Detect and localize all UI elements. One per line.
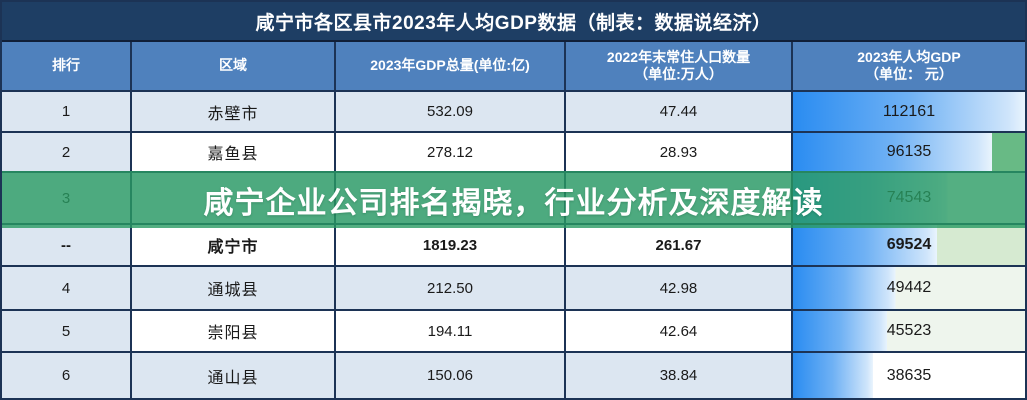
title-bar: 咸宁市各区县市2023年人均GDP数据（制表：数据说经济） [2,2,1025,42]
rank-cell: 2 [2,133,132,171]
per-capita-cell: 45523 [793,311,1025,351]
region-cell: 崇阳县 [132,311,336,351]
col-header-label: 2023年人均GDP [857,48,961,65]
table-row: 5 崇阳县 194.11 42.64 45523 [2,311,1025,353]
rank-cell: 5 [2,311,132,351]
gdp-cell: 278.12 [336,133,566,171]
gdp-cell: 150.06 [336,353,566,398]
table-header: 排行 区域 2023年GDP总量(单位:亿) 2022年末常住人口数量 （单位:… [2,42,1025,92]
region-cell: 咸宁市 [132,225,336,265]
region-cell: 通城县 [132,267,336,309]
gdp-cell: 212.50 [336,267,566,309]
gdp-cell: 532.09 [336,92,566,131]
col-header-label: 2023年GDP总量(单位:亿) [370,57,530,74]
population-cell: 261.67 [566,225,793,265]
col-header-population: 2022年末常住人口数量 （单位:万人） [566,42,793,90]
table-row: 1 赤壁市 532.09 47.44 112161 [2,92,1025,133]
col-header-rank: 排行 [2,42,132,90]
region-cell: 嘉鱼县 [132,133,336,171]
rank-cell: -- [2,225,132,265]
col-header-sublabel: （单位： 元） [865,66,953,82]
per-capita-cell: 112161 [793,92,1025,131]
region-cell: 通山县 [132,353,336,398]
gdp-cell: 194.11 [336,311,566,351]
table-row: 4 通城县 212.50 42.98 49442 [2,267,1025,311]
col-header-label: 区域 [219,57,247,74]
rank-cell: 4 [2,267,132,309]
per-capita-cell: 69524 [793,225,1025,265]
col-header-label: 排行 [52,57,80,74]
col-header-sublabel: （单位:万人） [634,66,723,82]
table-row: 6 通山县 150.06 38.84 38635 [2,353,1025,398]
per-capita-cell: 38635 [793,353,1025,398]
rank-cell: 1 [2,92,132,131]
promo-banner-overlay: 咸宁企业公司排名揭晓，行业分析及深度解读 [2,171,1025,228]
population-cell: 42.64 [566,311,793,351]
gdp-cell: 1819.23 [336,225,566,265]
table-row: -- 咸宁市 1819.23 261.67 69524 [2,225,1025,267]
per-capita-cell: 96135 [793,133,1025,171]
promo-banner-text: 咸宁企业公司排名揭晓，行业分析及深度解读 [203,186,824,220]
table-row: 2 嘉鱼县 278.12 28.93 96135 [2,133,1025,173]
per-capita-cell: 49442 [793,267,1025,309]
col-header-region: 区域 [132,42,336,90]
population-cell: 28.93 [566,133,793,171]
rank-cell: 6 [2,353,132,398]
population-cell: 42.98 [566,267,793,309]
col-header-gdp: 2023年GDP总量(单位:亿) [336,42,566,90]
table-body: 1 赤壁市 532.09 47.44 112161 2 嘉鱼县 278.12 28.93 9613… [2,92,1025,398]
col-header-per-capita: 2023年人均GDP （单位： 元） [793,42,1025,90]
region-cell: 赤壁市 [132,92,336,131]
population-cell: 38.84 [566,353,793,398]
page-title: 咸宁市各区县市2023年人均GDP数据（制表：数据说经济） [255,12,772,34]
col-header-label: 2022年末常住人口数量 [606,48,751,65]
population-cell: 47.44 [566,92,793,131]
